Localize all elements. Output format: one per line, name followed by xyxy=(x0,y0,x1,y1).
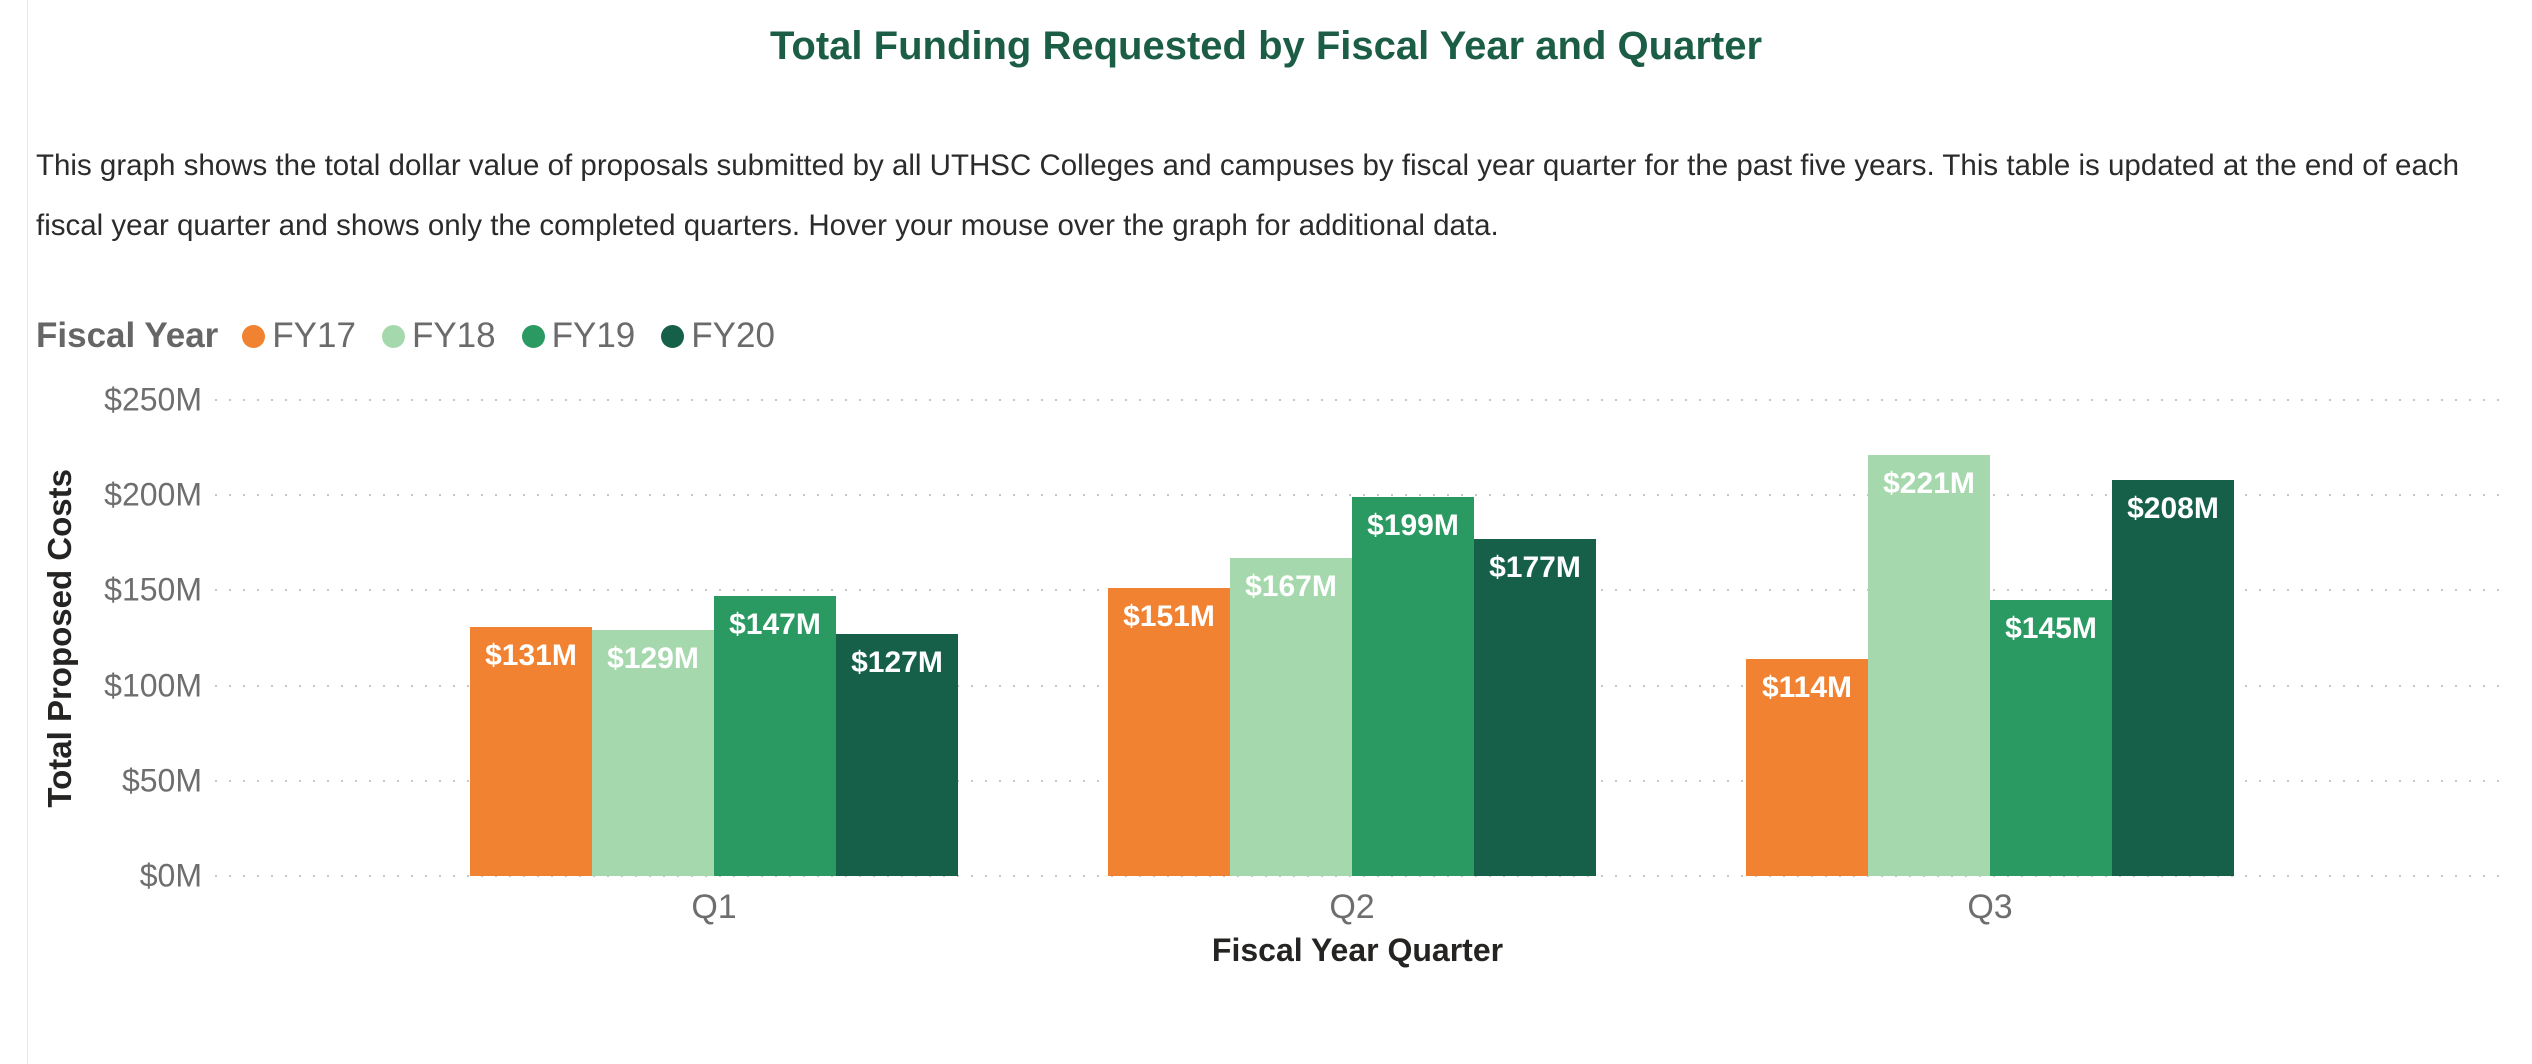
bar-fy20-q3[interactable]: $208M xyxy=(2112,480,2234,876)
bar-value-label: $114M xyxy=(1761,671,1853,704)
bar-fy19-q1[interactable]: $147M xyxy=(714,596,836,876)
bar-chart: Total Proposed Costs $0M $50M $100M $150M $2… xyxy=(0,380,2532,1040)
legend-dot-fy17 xyxy=(242,324,266,348)
bar-fy17-q3[interactable]: $114M xyxy=(1746,659,1868,876)
legend-dot-fy18 xyxy=(381,324,405,348)
legend-item-fy19[interactable]: FY19 xyxy=(521,316,636,356)
gridline xyxy=(215,399,2500,401)
bar-fy20-q1[interactable]: $127M xyxy=(836,634,958,876)
gridline xyxy=(215,494,2500,497)
y-tick-label: $200M xyxy=(104,476,202,513)
bar-value-label: $147M xyxy=(729,608,821,641)
legend-item-label: FY18 xyxy=(411,316,496,355)
bar-value-label: $131M xyxy=(485,639,577,672)
legend-item-label: FY20 xyxy=(691,316,775,355)
page-edge-divider xyxy=(27,0,28,1064)
bar-fy20-q2[interactable]: $177M xyxy=(1474,539,1596,876)
bar-fy19-q2[interactable]: $199M xyxy=(1352,497,1474,876)
bar-value-label: $221M xyxy=(1883,467,1975,500)
legend: Fiscal Year FY17 FY18 FY19 FY20 xyxy=(36,316,801,356)
legend-dot-fy20 xyxy=(661,324,685,348)
legend-item-fy20[interactable]: FY20 xyxy=(661,316,775,356)
bar-fy18-q1[interactable]: $129M xyxy=(592,630,714,876)
bar-value-label: $151M xyxy=(1123,600,1215,633)
bar-value-label: $127M xyxy=(851,646,943,679)
bar-fy17-q2[interactable]: $151M xyxy=(1108,588,1230,876)
x-tick-label-q1: Q1 xyxy=(691,888,737,926)
y-axis-tick-labels: $0M $50M $100M $150M $200M $250M xyxy=(86,382,202,894)
x-tick-label-q2: Q2 xyxy=(1329,888,1375,926)
y-tick-label: $250M xyxy=(104,381,202,418)
bar-value-label: $199M xyxy=(1367,509,1459,542)
legend-item-label: FY17 xyxy=(272,316,356,355)
legend-title: Fiscal Year xyxy=(36,316,219,355)
y-tick-label: $0M xyxy=(139,857,202,894)
gridline xyxy=(215,875,2500,877)
bar-fy19-q3[interactable]: $145M xyxy=(1990,600,2112,876)
page-title: Total Funding Requested by Fiscal Year a… xyxy=(769,24,1763,68)
bar-value-label: $129M xyxy=(607,642,699,675)
plot-area: $131M $151M $114M $129M $167M $221M $147M $199M… xyxy=(215,399,2500,877)
bar-value-label: $145M xyxy=(2005,612,2097,645)
y-tick-label: $100M xyxy=(104,667,202,704)
bar-value-label: $208M xyxy=(2127,492,2219,525)
x-axis-title: Fiscal Year Quarter xyxy=(1211,932,1504,968)
y-tick-label: $150M xyxy=(104,571,202,608)
x-tick-label-q3: Q3 xyxy=(1967,888,2013,926)
bar-fy18-q3[interactable]: $221M xyxy=(1868,455,1990,876)
legend-item-fy17[interactable]: FY17 xyxy=(242,316,356,356)
bar-fy17-q1[interactable]: $131M xyxy=(470,627,592,876)
bar-fy18-q2[interactable]: $167M xyxy=(1230,558,1352,876)
legend-item-fy18[interactable]: FY18 xyxy=(381,316,496,356)
y-tick-label: $50M xyxy=(121,762,202,799)
bar-value-label: $177M xyxy=(1489,551,1581,584)
legend-dot-fy19 xyxy=(521,324,545,348)
legend-item-label: FY19 xyxy=(551,316,636,355)
bar-value-label: $167M xyxy=(1245,570,1337,603)
y-axis-title: Total Proposed Costs xyxy=(41,468,78,808)
chart-description: This graph shows the total dollar value … xyxy=(36,149,2460,242)
